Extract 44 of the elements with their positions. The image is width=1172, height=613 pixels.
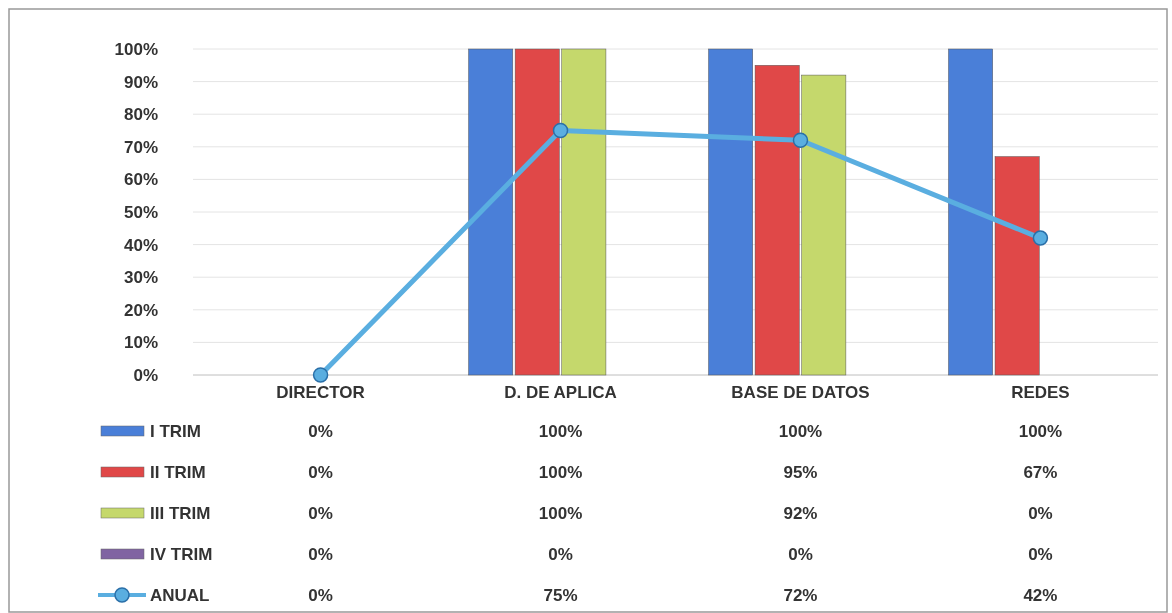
y-tick-label: 60% [123,170,158,190]
legend-label: III TRIM [150,503,211,523]
data-label: 0% [1028,503,1053,523]
y-tick-label: 20% [123,300,158,320]
point [792,132,809,149]
legend-label: II TRIM [150,462,206,482]
y-tick-label: 70% [123,137,158,157]
data-label: 0% [548,544,573,564]
data-label: 0% [788,544,813,564]
data-label: 100% [538,462,583,482]
x-tick-label: D. DE APLICA [504,383,617,402]
y-tick-label: 100% [114,39,158,59]
x-tick-label: DIRECTOR [276,383,365,402]
point [1032,230,1049,246]
data-label: 42% [1023,585,1058,605]
y-tick-label: 0% [133,365,158,385]
y-tick-label: 10% [123,333,158,353]
y-tick-label: 90% [123,72,158,92]
point [552,122,569,139]
data-label: 95% [783,462,818,482]
data-label: 100% [1018,421,1063,441]
y-tick-label: 50% [123,202,158,222]
data-label: 67% [1023,462,1058,482]
y-tick-label: 30% [123,268,158,288]
data-label: 0% [308,421,333,441]
data-label: 0% [308,503,333,523]
legend-label: IV TRIM [150,544,213,564]
y-tick-label: 80% [123,105,158,125]
point [312,367,329,383]
x-tick-label: BASE DE DATOS [731,383,870,402]
y-tick-label: 40% [123,235,158,255]
data-label: 0% [1028,544,1053,564]
data-label: 0% [308,585,333,605]
data-label: 0% [308,544,333,564]
data-label: 0% [308,462,333,482]
data-label: 100% [538,421,583,441]
data-label: 75% [543,585,578,605]
data-label: 92% [783,503,818,523]
legend-label: ANUAL [150,585,210,605]
data-label: 100% [538,503,583,523]
x-tick-label: REDES [1011,383,1070,402]
data-label: 100% [778,421,823,441]
data-label: 72% [783,585,818,605]
legend-label: I TRIM [150,421,201,441]
